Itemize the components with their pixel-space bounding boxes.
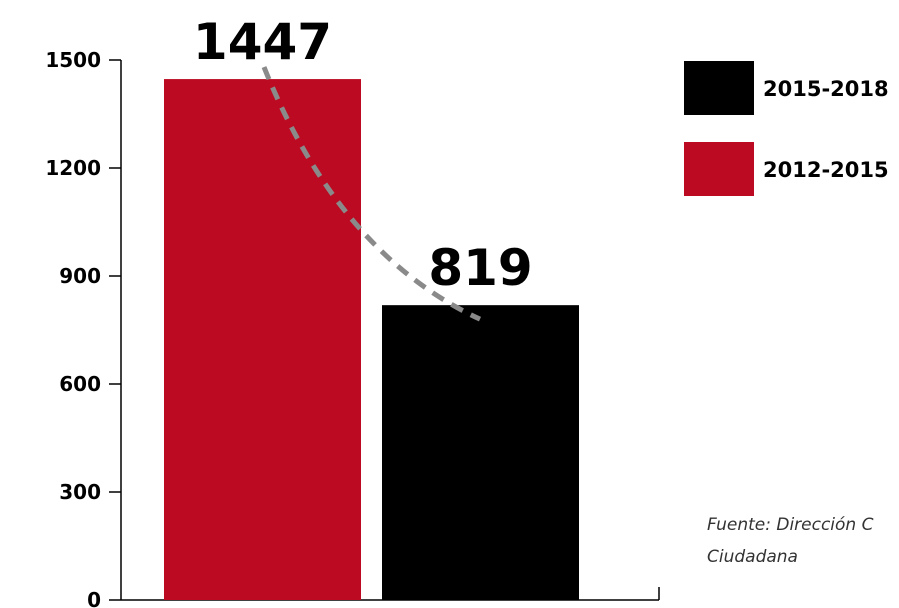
y-tick-label: 600 <box>59 372 101 396</box>
trend-line <box>261 66 482 322</box>
y-tick-label: 300 <box>59 480 101 504</box>
legend-swatch <box>684 142 754 196</box>
data-label-group: 1447 819 <box>193 13 533 297</box>
legend-label: 2015-2018 <box>763 77 889 101</box>
y-tick-label: 1200 <box>45 156 101 180</box>
chart-axes: 0 300 600 900 1200 1500 <box>45 48 660 608</box>
legend-label: 2012-2015 <box>763 158 889 182</box>
bar <box>164 79 361 600</box>
legend: 2015-2018 2012-2015 <box>684 61 889 196</box>
bar-group <box>164 79 579 600</box>
y-tick-label: 900 <box>59 264 101 288</box>
y-tick-label: 0 <box>87 588 101 608</box>
legend-swatch <box>684 61 754 115</box>
bar <box>382 305 579 600</box>
source-note-line-2: Ciudadana <box>707 547 798 567</box>
source-note-line-1: Fuente: Dirección C <box>707 515 874 535</box>
trend-line-group <box>261 66 482 322</box>
data-label: 819 <box>428 239 532 297</box>
y-tick-label: 1500 <box>45 48 101 72</box>
data-label: 1447 <box>193 13 332 71</box>
